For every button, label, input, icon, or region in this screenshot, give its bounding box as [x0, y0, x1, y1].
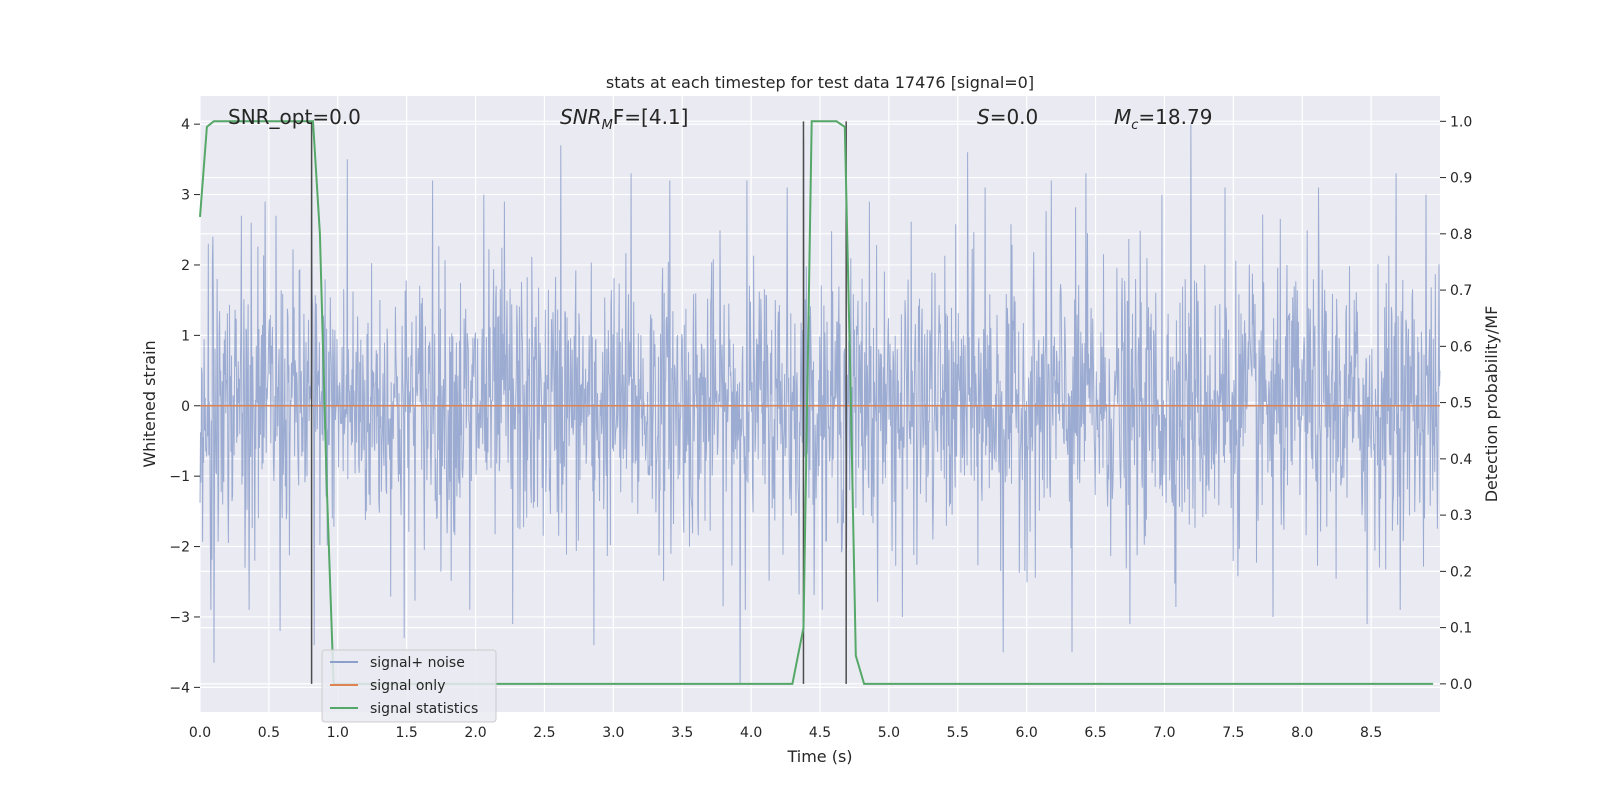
x-tick-label: 5.5: [947, 725, 969, 741]
y2-axis-label: Detection probability/MF: [1482, 306, 1501, 503]
x-tick-label: 1.5: [396, 725, 418, 741]
annotation-s-rest: =0.0: [990, 105, 1039, 129]
annotation-mc: Mc=18.79: [1114, 105, 1212, 133]
x-tick-label: 7.0: [1153, 725, 1175, 741]
annotation-s-base: S: [977, 105, 990, 129]
y2-tick-label: 0.9: [1450, 171, 1472, 187]
y-tick-label: 0: [181, 399, 190, 415]
y-tick-label: −4: [169, 680, 190, 696]
x-tick-label: 3.5: [671, 725, 693, 741]
y-axis-label: Whitened strain: [140, 340, 159, 467]
y2-tick-label: 0.7: [1450, 283, 1472, 299]
x-tick-label: 4.5: [809, 725, 831, 741]
legend-label-signal-noise: signal+ noise: [370, 655, 465, 671]
x-tick-label: 0.5: [258, 725, 280, 741]
annotation-mc-rest: =18.79: [1138, 105, 1212, 129]
legend-label-signal-only: signal only: [370, 678, 445, 694]
x-tick-label: 7.5: [1222, 725, 1244, 741]
legend-label-signal-statistics: signal statistics: [370, 701, 478, 717]
legend: signal+ noise signal only signal statist…: [321, 649, 497, 723]
x-tick-label: 2.0: [464, 725, 486, 741]
y2-tick-label: 0.4: [1450, 452, 1472, 468]
y-tick-label: −2: [169, 540, 190, 556]
stat-layer: [199, 120, 1434, 685]
y2-tick-label: 0.5: [1450, 396, 1472, 412]
y2-tick-label: 0.1: [1450, 621, 1472, 637]
series-line-signal-noise: [199, 124, 1441, 684]
annotation-snr-opt: SNR_opt=0.0: [228, 105, 361, 129]
x-tick-label: 8.5: [1360, 725, 1382, 741]
y2-tick-label: 0.2: [1450, 564, 1472, 580]
x-tick-label: 8.0: [1291, 725, 1313, 741]
annotation-snr-mf-rest: F=[4.1]: [613, 105, 689, 129]
y2-tick-label: 0.8: [1450, 227, 1472, 243]
x-axis-label: Time (s): [786, 747, 852, 766]
x-tick-label: 2.5: [533, 725, 555, 741]
y-tick-label: 3: [181, 188, 190, 204]
y-tick-label: −1: [169, 469, 190, 485]
y-tick-label: −3: [169, 610, 190, 626]
x-tick-label: 0.0: [189, 725, 211, 741]
annotation-snr-mf: SNRMF=[4.1]: [560, 105, 688, 133]
x-tick-label: 6.0: [1016, 725, 1038, 741]
legend-box: [321, 649, 497, 723]
y2-tick-label: 1.0: [1450, 114, 1472, 130]
annotation-mc-base: M: [1114, 105, 1131, 129]
x-tick-label: 1.0: [327, 725, 349, 741]
x-tick-label: 4.0: [740, 725, 762, 741]
annotation-s: S=0.0: [977, 105, 1038, 129]
y2-tick-label: 0.6: [1450, 339, 1472, 355]
annotation-snr-mf-base: SNR: [560, 105, 602, 129]
y2-tick-label: 0.0: [1450, 677, 1472, 693]
y2-tick-label: 0.3: [1450, 508, 1472, 524]
tick-layer: 0.0 0.5 1.0 1.5 2.0 2.5 3.0 3.5 4.0 4.5 5.0 5.5 6.0 6…: [169, 114, 1472, 741]
y-tick-label: 1: [181, 328, 190, 344]
noise-layer: [199, 124, 1441, 684]
x-tick-label: 5.0: [878, 725, 900, 741]
y-tick-label: 2: [181, 258, 190, 274]
x-tick-label: 3.0: [602, 725, 624, 741]
y-tick-label: 4: [181, 117, 190, 133]
chart-title: stats at each timestep for test data 174…: [606, 73, 1034, 92]
series-line-signal-statistics: [199, 120, 1434, 685]
x-tick-label: 6.5: [1084, 725, 1106, 741]
annotation-snr-mf-sub: M: [602, 118, 613, 133]
annotation-mc-sub: c: [1131, 118, 1138, 133]
